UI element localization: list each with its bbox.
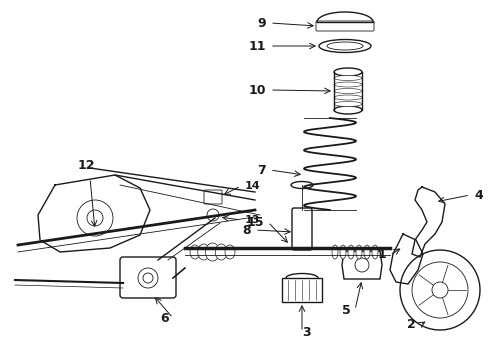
Ellipse shape	[334, 106, 362, 114]
Text: 8: 8	[243, 224, 251, 237]
Text: 11: 11	[248, 40, 266, 53]
Text: 13: 13	[245, 215, 260, 225]
Text: 5: 5	[342, 303, 351, 316]
Text: 3: 3	[302, 325, 310, 338]
Ellipse shape	[340, 245, 346, 259]
Ellipse shape	[205, 243, 220, 261]
Ellipse shape	[334, 76, 362, 81]
FancyBboxPatch shape	[292, 208, 312, 250]
Circle shape	[412, 262, 468, 318]
Ellipse shape	[364, 245, 370, 259]
Text: 7: 7	[257, 163, 266, 176]
Circle shape	[432, 282, 448, 298]
FancyBboxPatch shape	[120, 257, 176, 298]
Ellipse shape	[334, 95, 362, 100]
Text: 1: 1	[377, 248, 386, 261]
Ellipse shape	[215, 244, 227, 260]
Ellipse shape	[225, 245, 235, 259]
Ellipse shape	[190, 245, 200, 259]
FancyBboxPatch shape	[204, 190, 222, 204]
Circle shape	[143, 273, 153, 283]
Ellipse shape	[327, 42, 363, 50]
Circle shape	[138, 268, 158, 288]
Ellipse shape	[334, 68, 362, 76]
Ellipse shape	[332, 245, 338, 259]
Text: 9: 9	[257, 17, 266, 30]
Circle shape	[87, 210, 103, 226]
Ellipse shape	[356, 245, 362, 259]
Text: 6: 6	[160, 311, 169, 324]
Circle shape	[400, 250, 480, 330]
Ellipse shape	[334, 82, 362, 87]
Ellipse shape	[291, 181, 313, 189]
Text: 15: 15	[246, 216, 264, 229]
Text: 2: 2	[407, 319, 416, 332]
Ellipse shape	[348, 245, 354, 259]
FancyBboxPatch shape	[316, 21, 374, 31]
Ellipse shape	[372, 245, 378, 259]
Ellipse shape	[198, 244, 210, 260]
Circle shape	[77, 200, 113, 236]
Text: 14: 14	[245, 181, 261, 191]
Circle shape	[355, 258, 369, 272]
Polygon shape	[342, 251, 382, 279]
Ellipse shape	[286, 274, 318, 283]
Text: 10: 10	[248, 84, 266, 96]
Polygon shape	[282, 278, 322, 302]
Ellipse shape	[334, 89, 362, 94]
Circle shape	[207, 209, 219, 221]
Ellipse shape	[319, 40, 371, 53]
Text: 4: 4	[474, 189, 483, 202]
Text: 12: 12	[77, 159, 95, 172]
Ellipse shape	[334, 102, 362, 107]
